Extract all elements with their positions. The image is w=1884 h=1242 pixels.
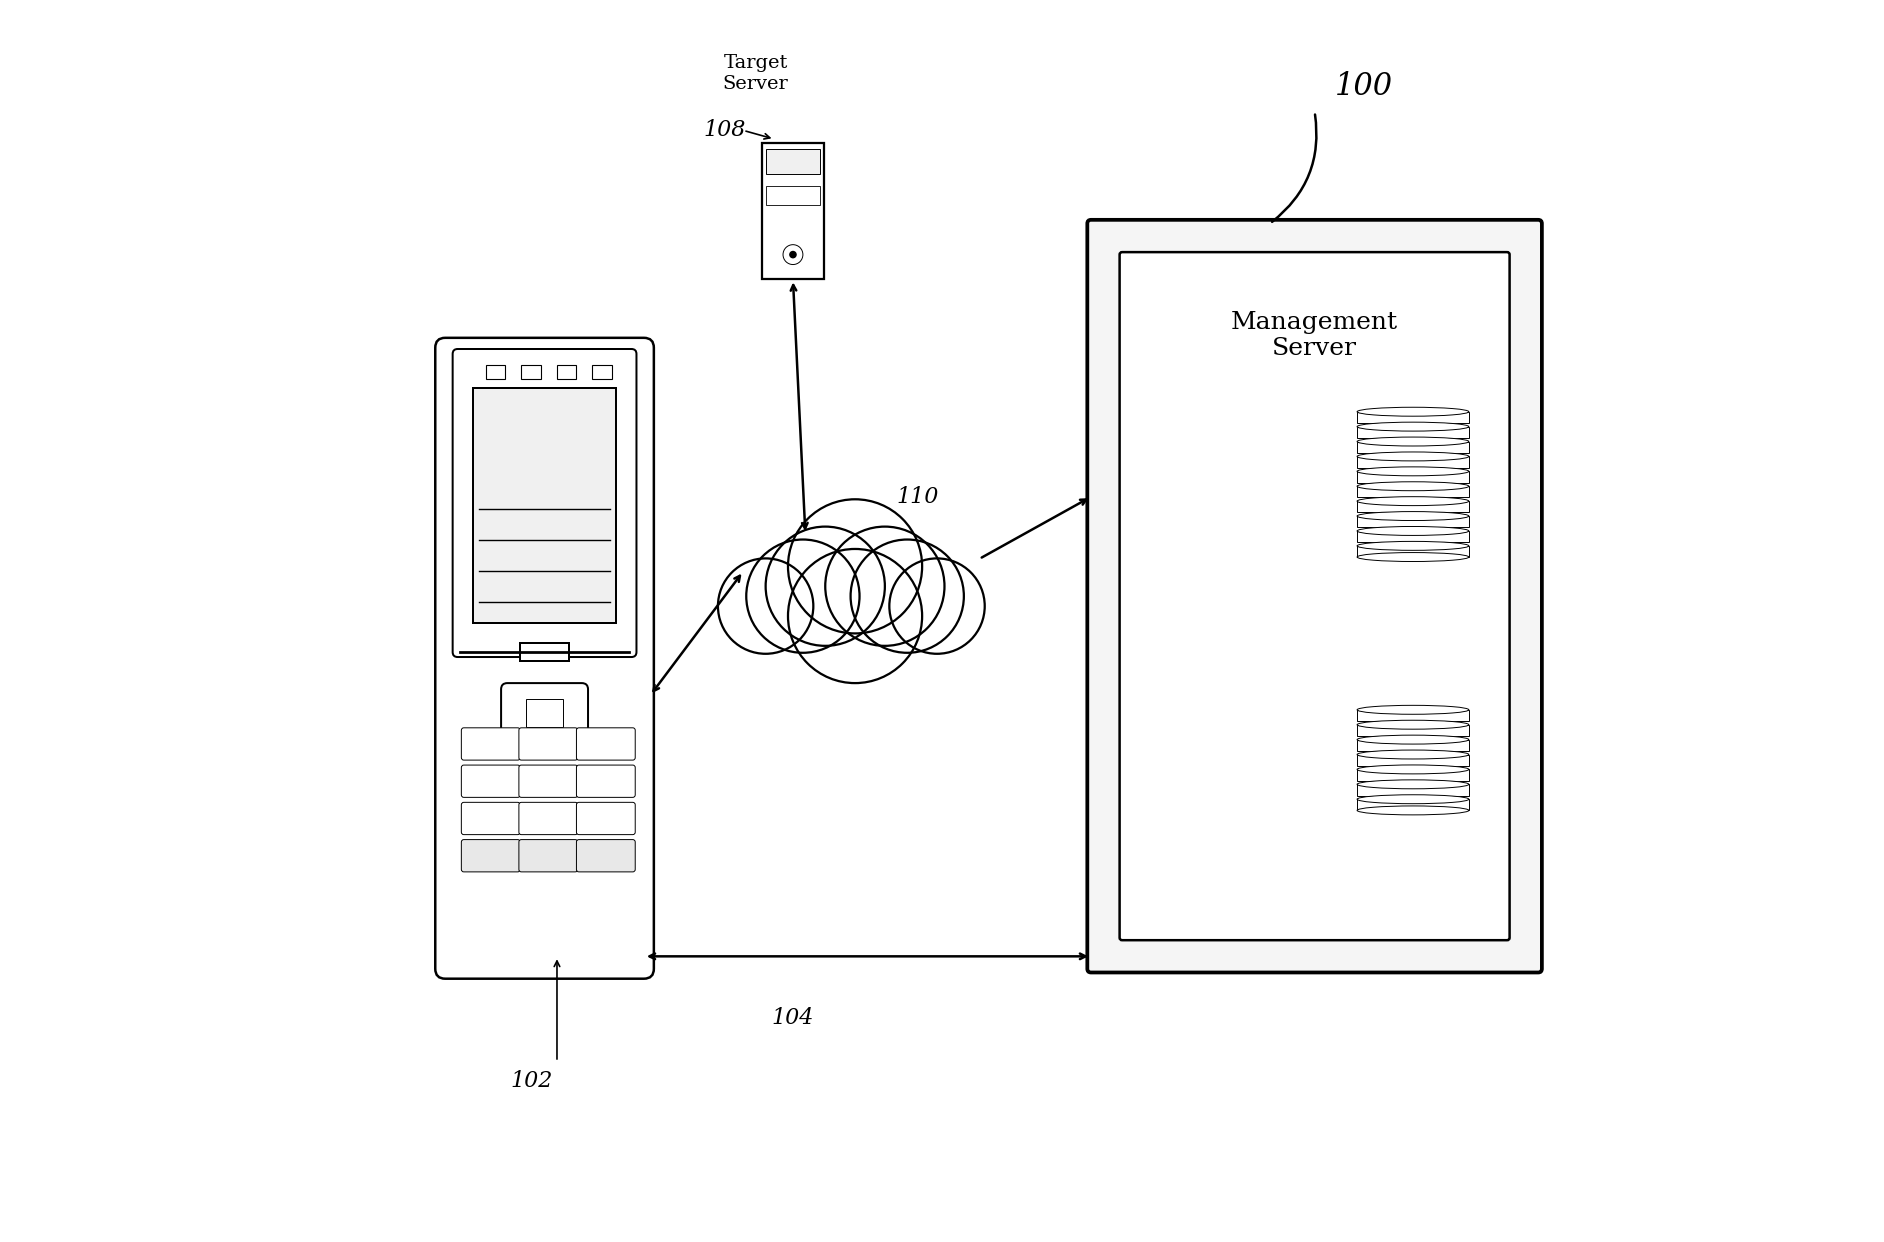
Bar: [1356, 472, 1470, 483]
Circle shape: [850, 539, 965, 653]
Ellipse shape: [1356, 795, 1470, 804]
Ellipse shape: [1356, 780, 1470, 789]
Text: 100: 100: [1336, 72, 1394, 102]
Circle shape: [784, 245, 803, 265]
Ellipse shape: [1356, 497, 1470, 505]
Bar: [1193, 638, 1285, 661]
Ellipse shape: [1356, 407, 1470, 416]
Bar: [1356, 532, 1470, 542]
Text: Target
Server: Target Server: [723, 55, 789, 93]
Text: 108: 108: [703, 119, 746, 142]
Ellipse shape: [1356, 705, 1470, 714]
Ellipse shape: [1356, 437, 1470, 446]
Circle shape: [825, 527, 944, 646]
FancyBboxPatch shape: [577, 840, 635, 872]
Ellipse shape: [1356, 512, 1470, 520]
Circle shape: [889, 559, 985, 653]
Bar: [1193, 607, 1285, 630]
Text: 110: 110: [897, 486, 938, 508]
Ellipse shape: [1356, 553, 1470, 561]
Circle shape: [1223, 763, 1255, 795]
Circle shape: [718, 559, 814, 653]
Bar: [526, 699, 563, 727]
Circle shape: [789, 251, 797, 258]
Circle shape: [788, 549, 921, 683]
Ellipse shape: [1356, 806, 1470, 815]
FancyBboxPatch shape: [518, 765, 578, 797]
Bar: [1356, 770, 1470, 781]
Bar: [522, 365, 541, 379]
Bar: [761, 143, 823, 279]
Bar: [1356, 426, 1470, 437]
Circle shape: [765, 527, 885, 646]
FancyBboxPatch shape: [435, 338, 654, 979]
Ellipse shape: [1356, 422, 1470, 431]
Ellipse shape: [1356, 542, 1470, 550]
Bar: [520, 643, 569, 661]
Bar: [765, 186, 820, 205]
Bar: [765, 149, 820, 174]
Ellipse shape: [1356, 750, 1470, 759]
Ellipse shape: [1356, 765, 1470, 774]
Bar: [556, 365, 577, 379]
FancyBboxPatch shape: [518, 802, 578, 835]
Bar: [1356, 725, 1470, 735]
FancyBboxPatch shape: [518, 840, 578, 872]
Ellipse shape: [1356, 467, 1470, 476]
FancyBboxPatch shape: [518, 728, 578, 760]
Bar: [473, 388, 616, 623]
Ellipse shape: [1356, 527, 1470, 535]
Text: Management
Server: Management Server: [1230, 310, 1398, 360]
Circle shape: [788, 499, 921, 633]
Bar: [1356, 411, 1470, 422]
Circle shape: [1234, 774, 1243, 784]
Bar: [1189, 555, 1289, 599]
FancyBboxPatch shape: [1087, 220, 1541, 972]
FancyBboxPatch shape: [462, 728, 520, 760]
Bar: [1356, 487, 1470, 498]
FancyBboxPatch shape: [1119, 252, 1509, 940]
Circle shape: [746, 539, 859, 653]
Ellipse shape: [1356, 735, 1470, 744]
Bar: [592, 365, 612, 379]
Text: 104: 104: [772, 1007, 814, 1030]
Bar: [1356, 785, 1470, 795]
FancyBboxPatch shape: [577, 765, 635, 797]
Bar: [1356, 710, 1470, 720]
Bar: [1356, 546, 1470, 556]
FancyBboxPatch shape: [462, 802, 520, 835]
Bar: [1356, 754, 1470, 765]
FancyBboxPatch shape: [462, 840, 520, 872]
FancyBboxPatch shape: [462, 765, 520, 797]
Bar: [1356, 502, 1470, 513]
FancyBboxPatch shape: [577, 802, 635, 835]
Bar: [1356, 800, 1470, 811]
Ellipse shape: [1356, 452, 1470, 461]
Bar: [1356, 740, 1470, 750]
Bar: [486, 365, 505, 379]
FancyBboxPatch shape: [501, 683, 588, 739]
Bar: [1356, 457, 1470, 468]
FancyBboxPatch shape: [452, 349, 637, 657]
FancyBboxPatch shape: [577, 728, 635, 760]
Bar: [1183, 549, 1294, 822]
Ellipse shape: [1356, 482, 1470, 491]
Bar: [1356, 517, 1470, 527]
Bar: [1356, 441, 1470, 453]
Text: 102: 102: [511, 1069, 554, 1092]
Ellipse shape: [1356, 720, 1470, 729]
